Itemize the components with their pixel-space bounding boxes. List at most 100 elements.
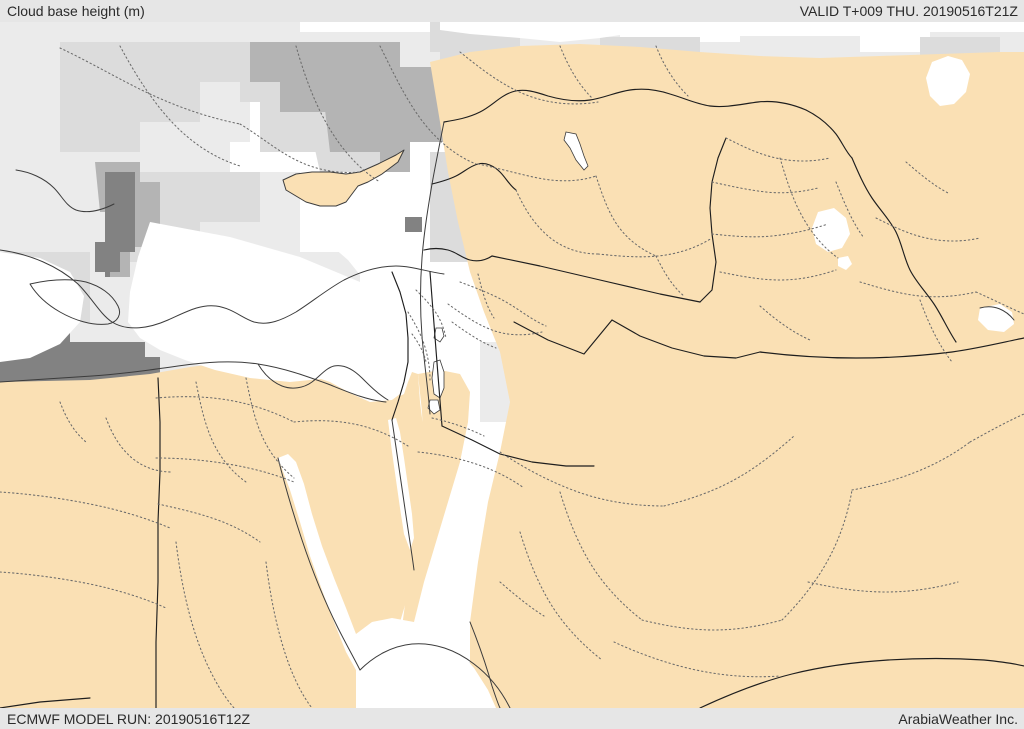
model-run-label: ECMWF MODEL RUN: 20190516T12Z bbox=[7, 711, 250, 727]
prov-syria-5 bbox=[655, 255, 685, 297]
prov-syria-1 bbox=[477, 163, 597, 182]
coastline-nile-delta bbox=[257, 363, 389, 401]
coastline-levant bbox=[420, 121, 445, 415]
border-jordan-iraq-saudi bbox=[611, 319, 761, 359]
prov-egypt-5 bbox=[155, 457, 295, 483]
prov-egypt-9 bbox=[175, 541, 235, 708]
sea-red-sea bbox=[356, 618, 496, 708]
prov-israel-3 bbox=[411, 333, 427, 363]
coastlines bbox=[0, 121, 1015, 708]
prov-saudi-4 bbox=[641, 619, 783, 631]
prov-turkey-7 bbox=[559, 45, 593, 99]
coastline-red-sea-west bbox=[359, 643, 511, 708]
cloud-base-height-map[interactable] bbox=[0, 22, 1024, 708]
border-turkey-iraq-iran bbox=[805, 109, 853, 159]
prov-saudi-6 bbox=[851, 441, 971, 491]
landmass-levant-arabia bbox=[430, 44, 1024, 708]
prov-saudi-7 bbox=[519, 531, 603, 661]
page-title: Cloud base height (m) bbox=[7, 3, 145, 19]
prov-saudi-10 bbox=[613, 641, 781, 678]
prov-jordan-4 bbox=[477, 273, 495, 319]
border-saudi-yemen-oman bbox=[699, 657, 1024, 708]
prov-turkey-2 bbox=[239, 123, 361, 173]
prov-syria-4 bbox=[597, 237, 713, 258]
prov-iraq-12 bbox=[759, 305, 811, 341]
footer-bar: ECMWF MODEL RUN: 20190516T12Z ArabiaWeat… bbox=[0, 708, 1024, 729]
land-clear-areas bbox=[0, 44, 1024, 708]
attribution-label: ArabiaWeather Inc. bbox=[898, 711, 1018, 727]
prov-iraq-6 bbox=[835, 181, 865, 239]
coastline-sinai-west bbox=[277, 457, 361, 671]
prov-turkey-3 bbox=[119, 45, 241, 167]
lake-dead-sea-south bbox=[427, 399, 441, 415]
prov-saudi-11 bbox=[807, 581, 959, 593]
prov-iraq-4 bbox=[711, 223, 829, 238]
border-turkey-syria bbox=[443, 88, 807, 123]
prov-iraq-8 bbox=[875, 217, 981, 242]
coastline-north-africa bbox=[0, 361, 387, 403]
water-bodies bbox=[0, 22, 1014, 708]
map-click-layer[interactable] bbox=[0, 22, 1024, 708]
border-saudi-iraq bbox=[759, 337, 1024, 359]
border-egypt-israel bbox=[391, 271, 409, 421]
prov-saudi-9 bbox=[969, 413, 1024, 443]
prov-iraq-10 bbox=[919, 299, 953, 363]
prov-jordan-3 bbox=[451, 321, 497, 349]
prov-iraq-11 bbox=[975, 291, 1024, 315]
prov-egypt-sinai-2 bbox=[431, 417, 485, 437]
prov-egypt-12 bbox=[59, 401, 87, 443]
prov-turkey-4 bbox=[295, 45, 381, 183]
header-bar: Cloud base height (m) VALID T+009 THU. 2… bbox=[0, 0, 1024, 22]
prov-egypt-7 bbox=[0, 491, 171, 529]
prov-egypt-2 bbox=[195, 381, 247, 483]
coastline-crete bbox=[29, 279, 121, 325]
prov-turkey-8 bbox=[655, 45, 689, 97]
border-iraq-iran bbox=[851, 157, 957, 343]
prov-turkey-6 bbox=[459, 51, 599, 105]
prov-saudi-2 bbox=[663, 435, 795, 507]
prov-saudi-8 bbox=[499, 581, 545, 617]
map-viewport[interactable] bbox=[0, 22, 1024, 708]
sea-levantine-basin bbox=[300, 202, 420, 367]
prov-jordan-1 bbox=[459, 281, 547, 327]
coastline-aegean-islands bbox=[15, 169, 115, 213]
border-lebanon-israel bbox=[423, 247, 493, 262]
border-israel-jordan bbox=[429, 271, 443, 427]
marsh-small bbox=[838, 256, 852, 270]
sea-gulf-of-suez bbox=[278, 454, 362, 670]
province-borders bbox=[0, 45, 1024, 708]
coastline-cyprus bbox=[282, 149, 405, 207]
prov-iraq-1 bbox=[725, 137, 831, 162]
border-egypt-sudan bbox=[0, 697, 91, 708]
prov-egypt-4 bbox=[293, 420, 409, 447]
border-jordan-saudi-south bbox=[441, 425, 595, 467]
prov-israel-1 bbox=[415, 289, 447, 339]
prov-iraq-9 bbox=[905, 161, 951, 195]
prov-iraq-3 bbox=[779, 157, 839, 259]
prov-saudi-1 bbox=[499, 451, 665, 507]
prov-iraq-2 bbox=[711, 181, 819, 194]
border-syria-iraq bbox=[699, 137, 727, 303]
prov-syria-2 bbox=[515, 189, 599, 255]
prov-saudi-3 bbox=[559, 491, 643, 621]
national-borders bbox=[0, 88, 1024, 708]
lake-assad bbox=[563, 131, 589, 171]
lake-urmia bbox=[926, 56, 970, 106]
sea-mediterranean bbox=[128, 222, 418, 382]
prov-syria-3 bbox=[595, 175, 657, 257]
prov-egypt-6 bbox=[157, 503, 261, 543]
landmass-north-africa bbox=[0, 362, 400, 708]
prov-iraq-7 bbox=[859, 281, 977, 298]
coastline-sinai-east bbox=[391, 419, 415, 571]
prov-turkey-5 bbox=[379, 45, 477, 165]
landmass-sinai bbox=[396, 370, 470, 708]
prov-saudi-5 bbox=[781, 489, 853, 621]
prov-jordan-2 bbox=[447, 303, 543, 336]
prov-egypt-3 bbox=[245, 377, 295, 479]
prov-egypt-sinai bbox=[417, 451, 525, 489]
sea-black-sea bbox=[440, 22, 640, 42]
prov-turkey-1 bbox=[59, 47, 241, 125]
valid-time-label: VALID T+009 THU. 20190516T21Z bbox=[799, 3, 1018, 19]
border-jordan-saudi-tri bbox=[513, 319, 613, 355]
prov-egypt-1 bbox=[155, 396, 295, 423]
